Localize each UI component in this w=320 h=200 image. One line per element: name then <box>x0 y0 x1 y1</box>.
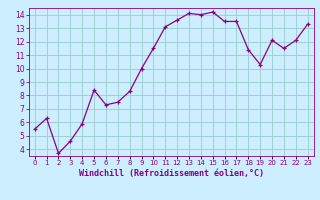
X-axis label: Windchill (Refroidissement éolien,°C): Windchill (Refroidissement éolien,°C) <box>79 169 264 178</box>
